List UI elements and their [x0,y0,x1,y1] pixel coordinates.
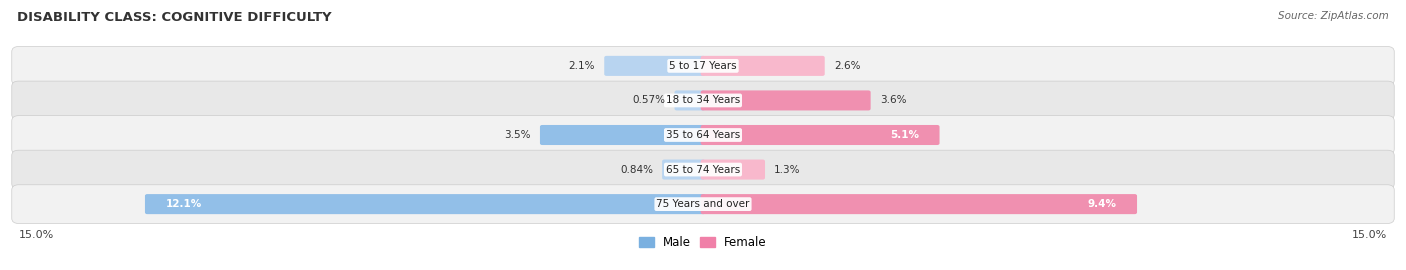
FancyBboxPatch shape [700,160,765,180]
Text: 2.6%: 2.6% [834,61,860,71]
Text: 5.1%: 5.1% [890,130,920,140]
Text: 5 to 17 Years: 5 to 17 Years [669,61,737,71]
Text: 35 to 64 Years: 35 to 64 Years [666,130,740,140]
Text: 3.5%: 3.5% [505,130,531,140]
Text: 15.0%: 15.0% [1353,230,1388,240]
FancyBboxPatch shape [11,150,1395,189]
FancyBboxPatch shape [675,90,706,110]
Legend: Male, Female: Male, Female [634,231,772,254]
Text: DISABILITY CLASS: COGNITIVE DIFFICULTY: DISABILITY CLASS: COGNITIVE DIFFICULTY [17,11,332,24]
Text: 65 to 74 Years: 65 to 74 Years [666,164,740,175]
Text: 0.57%: 0.57% [633,95,665,106]
Text: 12.1%: 12.1% [166,199,202,209]
Text: 75 Years and over: 75 Years and over [657,199,749,209]
Text: 1.3%: 1.3% [775,164,800,175]
FancyBboxPatch shape [700,125,939,145]
FancyBboxPatch shape [11,185,1395,224]
FancyBboxPatch shape [700,90,870,110]
FancyBboxPatch shape [11,81,1395,120]
FancyBboxPatch shape [540,125,706,145]
Text: 9.4%: 9.4% [1087,199,1116,209]
Text: 18 to 34 Years: 18 to 34 Years [666,95,740,106]
FancyBboxPatch shape [145,194,706,214]
Text: 15.0%: 15.0% [18,230,53,240]
FancyBboxPatch shape [700,194,1137,214]
FancyBboxPatch shape [662,160,706,180]
FancyBboxPatch shape [11,46,1395,85]
Text: 2.1%: 2.1% [568,61,595,71]
Text: 0.84%: 0.84% [620,164,652,175]
FancyBboxPatch shape [700,56,825,76]
FancyBboxPatch shape [11,116,1395,154]
FancyBboxPatch shape [605,56,706,76]
Text: Source: ZipAtlas.com: Source: ZipAtlas.com [1278,11,1389,21]
Text: 3.6%: 3.6% [880,95,907,106]
